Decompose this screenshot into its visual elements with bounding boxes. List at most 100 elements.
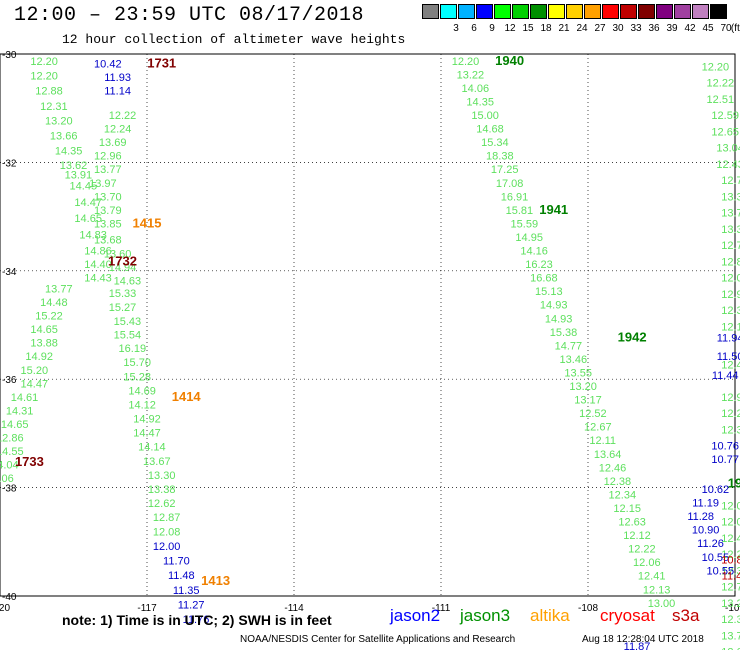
data-point-jason3: 14.65 [74,213,102,225]
data-point-jason3: 15.81 [506,205,534,217]
data-point-jason3: 14.35 [55,145,83,157]
data-point-jason3: 14.61 [11,392,39,404]
data-point-jason2: 11.94 [717,332,740,344]
data-point-jason2: 11.28 [687,511,714,523]
time-label: 1941 [539,202,568,217]
data-point-jason3: 12.13 [643,584,671,596]
data-point-jason2: 11.76 [183,614,210,626]
colorbar-swatch [674,4,691,19]
data-point-jason3: 12.78 [721,240,740,252]
time-label: 1414 [172,389,202,404]
legend-item-altika: altika [530,606,570,625]
data-point-jason2: 11.93 [104,72,131,84]
data-point-jason3: 16.91 [501,191,529,203]
y-tick-label: -32 [2,158,17,169]
colorbar-label: 3 [453,23,459,34]
data-point-jason2: 11.27 [178,599,205,611]
data-point-jason3: 12.96 [721,392,740,404]
data-point-jason2: 11.70 [163,556,190,568]
data-point-jason2: 12.00 [153,541,181,553]
data-point-jason3: 15.43 [114,316,142,328]
data-point-jason3: 17.25 [491,164,519,176]
data-point-jason3: 14.95 [515,232,543,244]
chart-subtitle: 12 hour collection of altimeter wave hei… [62,32,406,47]
y-tick-label: -30 [2,50,17,61]
data-point-jason3: 13.91 [65,170,93,182]
data-point-jason3: 13.22 [721,598,740,610]
data-point-jason3: 18.38 [486,151,514,163]
data-point-jason3: 12.43 [716,159,740,171]
data-point-jason3: 13.00 [648,598,676,610]
data-point-jason3: 12.15 [613,503,641,515]
data-point-jason3: 14.63 [114,275,142,287]
colorbar-label: 27 [594,23,606,34]
data-point-jason3: 14.47 [133,428,161,440]
data-point-jason3: 12.34 [609,489,637,501]
data-point-jason2: 11.19 [692,498,719,510]
data-point-jason3: 15.54 [114,330,142,342]
data-point-jason3: 13.97 [89,178,117,190]
colorbar-label: 18 [540,23,552,34]
data-point-jason3: 14.48 [40,297,68,309]
data-point-jason3: 12.38 [604,476,632,488]
data-point-jason3: 14.92 [25,351,53,363]
data-point-jason3: 13.66 [50,131,78,143]
time-label: 1733 [15,454,44,469]
data-point-jason3: 15.27 [109,302,137,314]
legend-item-jason3: jason3 [460,606,511,625]
data-point-jason3: 13.38 [148,484,176,496]
data-point-jason3: 17.08 [496,178,524,190]
data-point-jason3: 12.42 [721,359,740,371]
colorbar-label: 42 [684,23,696,34]
data-point-jason3: 13.22 [457,69,485,81]
data-point-jason3: 13.70 [94,191,122,203]
data-point-jason3: 14.92 [133,414,161,426]
colorbar-label: 21 [558,23,570,34]
data-point-jason3: 13.77 [45,283,73,295]
data-point-jason3: 13.72 [721,630,740,642]
data-point-cryosat: 11.44 [722,571,740,583]
x-tick-label: -117 [137,603,157,614]
data-point-jason3: 12.79 [721,175,740,187]
data-point-jason3: 12.67 [584,422,612,434]
data-point-jason3: 13.77 [94,164,122,176]
colorbar-swatch [494,4,511,19]
data-point-jason3: 12.08 [153,526,181,538]
data-point-jason3: 14.06 [462,83,490,95]
colorbar-swatch [530,4,547,19]
data-point-jason3: 12.87 [153,512,181,524]
data-point-jason3: 13.62 [60,160,88,172]
data-point-jason3: 13.06 [0,473,14,485]
data-point-jason2: 11.48 [168,570,195,582]
data-point-jason2: 10.55 [707,565,735,577]
data-point-jason2: 10.77 [711,454,739,466]
data-point-jason3: 12.20 [30,70,58,82]
data-point-jason3: 12.17 [721,321,740,333]
data-point-jason3: 12.52 [579,408,607,420]
data-point-jason3: 15.59 [511,218,539,230]
data-point-jason3: 13.69 [99,137,127,149]
data-point-jason2: 11.87 [624,641,651,650]
data-point-jason3: 14.77 [555,340,583,352]
data-point-jason3: 12.20 [30,56,58,68]
data-point-jason3: 13.30 [148,470,176,482]
data-point-jason3: 16.23 [525,259,553,271]
data-point-jason3: 12.31 [721,305,740,317]
colorbar-label: 9 [489,23,495,34]
data-point-jason3: 12.59 [711,110,739,122]
data-point-jason2: 10.55 [702,552,730,564]
data-point-jason3: 14.31 [6,405,34,417]
data-point-jason3: 12.63 [618,517,646,529]
colorbar-swatch [548,4,565,19]
colorbar-swatch [458,4,475,19]
colorbar-swatch [476,4,493,19]
data-point-jason2: 11.14 [104,86,131,98]
data-point-jason3: 12.11 [589,435,616,447]
data-point-jason3: 15.28 [123,371,151,383]
time-label: 1942 [618,329,647,344]
data-point-jason3: 14.86 [84,246,112,258]
data-point-jason3: 12.03 [721,273,740,285]
colorbar-label: 24 [576,23,588,34]
data-point-jason2: 11.35 [173,585,200,597]
colorbar-label: 15 [522,23,534,34]
